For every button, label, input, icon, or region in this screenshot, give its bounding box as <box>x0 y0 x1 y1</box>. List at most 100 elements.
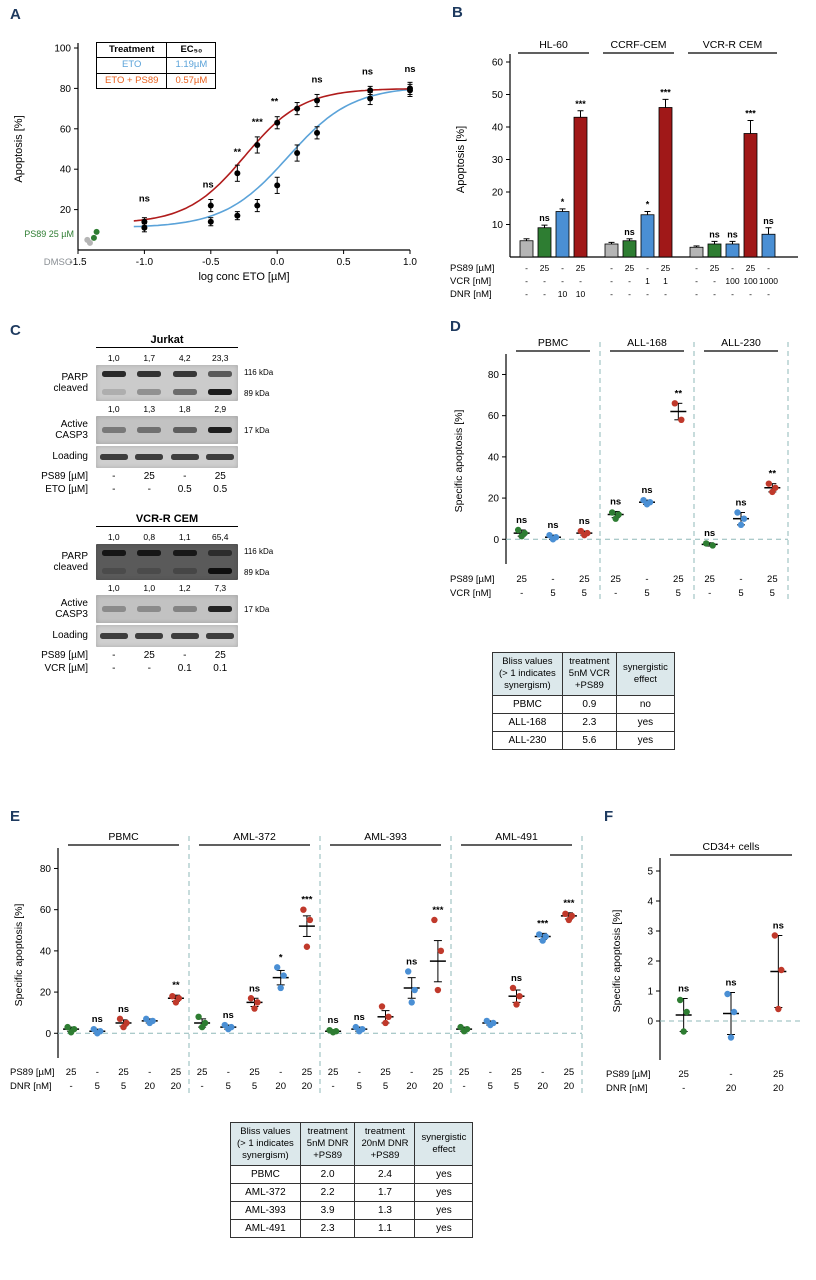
bar <box>604 243 619 258</box>
treatment-value: 25 <box>459 1067 470 1078</box>
treatment-value: - <box>525 289 528 299</box>
protein-band <box>206 633 235 639</box>
bliss-header-cell: synergistic effect <box>414 1122 474 1166</box>
blot-row-label: PARP cleaved <box>53 371 88 395</box>
bliss-row: AML-393 3.9 1.3 yes <box>230 1200 474 1220</box>
densitometry-value: 1,0 <box>107 583 120 593</box>
data-point <box>146 1019 153 1027</box>
legend-row-eto: ETO 1.19µM <box>95 57 217 74</box>
treatment-value: - <box>148 1067 151 1078</box>
kda-labels <box>244 449 302 465</box>
significance-label: ns <box>735 498 746 509</box>
y-axis-title: Specific apoptosis [%] <box>13 904 25 1007</box>
data-point <box>539 937 546 944</box>
bliss-sample-cell: PBMC <box>230 1164 301 1184</box>
blot-image <box>96 625 238 647</box>
treatment-value: 25 <box>197 1067 208 1078</box>
data-point <box>234 170 241 177</box>
significance-label: *** <box>745 109 756 119</box>
densitometry-values: 1,0 1,0 1,2 7,3 <box>96 583 238 593</box>
densitometry-values: 1,0 1,7 4,2 23,3 <box>96 353 238 363</box>
protein-band <box>101 568 126 574</box>
significance-label: ns <box>641 485 652 496</box>
kda-label: 116 kDa <box>244 547 274 556</box>
significance-label: ns <box>249 983 260 994</box>
data-point <box>431 916 438 924</box>
treatment-value: 25 <box>380 1067 391 1078</box>
legend-combo-name: ETO + PS89 <box>95 72 168 90</box>
bar <box>689 246 704 258</box>
blot-image <box>96 446 238 468</box>
treatment-value: 5 <box>582 588 587 599</box>
group-label: CCRF-CEM <box>611 39 667 51</box>
protein-band <box>208 568 233 574</box>
kda-labels: 17 kDa <box>244 598 302 620</box>
significance-label: ns <box>704 528 715 539</box>
bar <box>555 211 570 258</box>
panel-a-label: A <box>10 6 21 23</box>
treatment-value: 25 <box>143 471 155 482</box>
treatment-value: 25 <box>576 263 586 273</box>
bliss-sample-cell: ALL-230 <box>492 730 563 750</box>
treatment-value: - <box>731 289 734 299</box>
treatment-value: 100 <box>725 276 739 286</box>
kda-labels: 116 kDa 89 kDa <box>244 547 302 577</box>
protein-band <box>170 633 199 639</box>
treatment-value: 5 <box>676 588 681 599</box>
significance-label: * <box>646 200 650 210</box>
apoptosis-bar-chart: 10 20 30 40 50 60 Apoptosis [%] PS89 [µM] VCR [n… <box>450 39 798 300</box>
densitometry-value: 1,0 <box>107 404 120 414</box>
data-point <box>671 400 679 407</box>
treatment-value: 25 <box>214 471 226 482</box>
y-tick-label: 0 <box>493 535 499 546</box>
data-point <box>254 141 261 148</box>
densitometry-value: 1,0 <box>143 583 156 593</box>
group-label: VCR-R CEM <box>703 39 763 51</box>
significance-label: *** <box>252 117 263 128</box>
fit-curve <box>133 88 411 228</box>
data-point <box>141 224 148 231</box>
data-point <box>314 129 321 136</box>
treatment-value: - <box>628 276 631 286</box>
treatment-value: - <box>463 1081 466 1092</box>
treatment-value: - <box>543 276 546 286</box>
data-point <box>385 1013 392 1020</box>
treatment-row-label: PS89 [µM] <box>41 650 88 661</box>
ps89-control-label: PS89 25 µM <box>24 229 74 239</box>
protein-band <box>101 550 126 556</box>
treatment-value: - <box>147 484 151 495</box>
group-label: HL-60 <box>539 39 568 51</box>
western-blot-block: Jurkat 1,0 1,7 4,2 23,3 PARP cleaved 116 kDa 89… <box>12 334 312 495</box>
data-point <box>487 1021 494 1029</box>
densitometry-value: 0,8 <box>143 532 156 542</box>
protein-band <box>208 427 233 433</box>
kda-label: 89 kDa <box>244 389 270 398</box>
significance-label: ns <box>118 1004 129 1015</box>
treatment-value: 25 <box>328 1067 339 1078</box>
treatment-value: - <box>749 289 752 299</box>
treatment-values: - - 0.1 0.1 <box>96 663 238 674</box>
densitometry-value: 7,3 <box>214 583 227 593</box>
treatment-value: 5 <box>252 1081 257 1092</box>
x-tick-label: -1.0 <box>136 257 154 268</box>
dose-response-chart: 20 40 60 80 100 -1.5 -1.0 -0.5 0.0 0.5 1.0 log conc… <box>13 43 417 283</box>
data-point <box>195 1013 202 1020</box>
y-tick-label: 0 <box>45 1029 51 1040</box>
data-point <box>678 416 685 423</box>
data-point <box>300 906 307 913</box>
protein-band <box>172 568 197 574</box>
significance-label: ns <box>610 496 621 507</box>
bar <box>761 233 776 258</box>
protein-band <box>135 633 164 639</box>
significance-label: ns <box>354 1012 365 1023</box>
data-point <box>407 85 413 92</box>
treatment-value: - <box>713 276 716 286</box>
treatment-value: - <box>579 276 582 286</box>
y-tick-label: 20 <box>488 494 500 505</box>
protein-band <box>101 427 126 433</box>
protein-band <box>101 606 126 612</box>
treatment-value: - <box>332 1081 335 1092</box>
densitometry-value: 2,9 <box>214 404 227 414</box>
kda-labels <box>244 628 302 644</box>
treatment-value: - <box>112 484 116 495</box>
